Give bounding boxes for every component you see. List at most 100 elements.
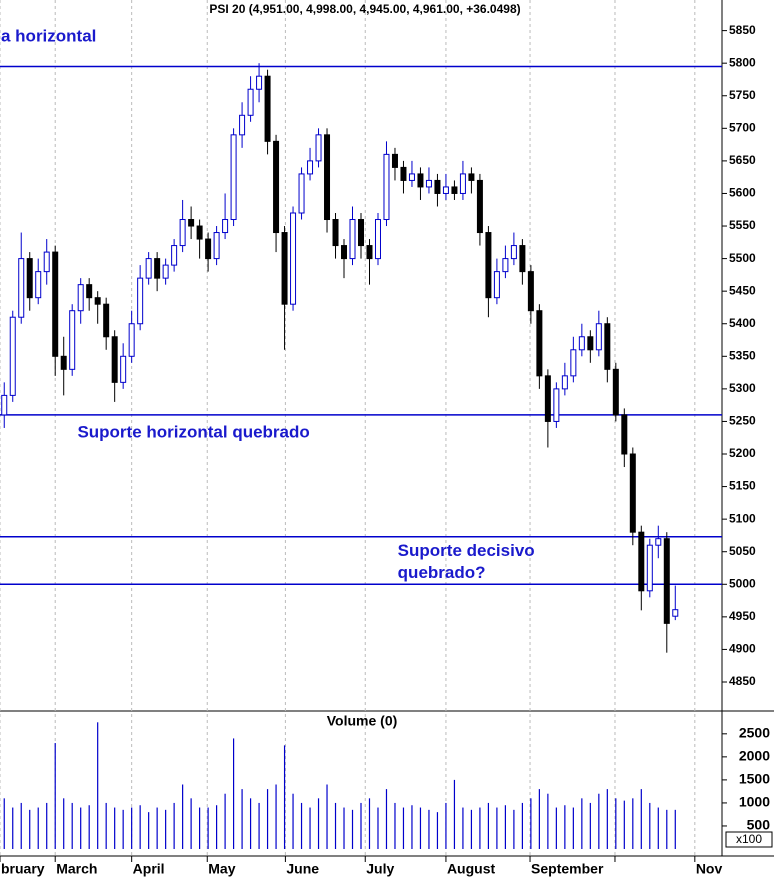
candle-body — [621, 414, 628, 455]
candle-body — [307, 160, 314, 175]
candle-body — [179, 219, 186, 247]
annotation: a horizontal — [1, 27, 96, 46]
candle-body — [298, 173, 305, 214]
candle-body — [77, 284, 84, 312]
volume-tick-label: 2000 — [739, 748, 770, 764]
y-tick-label: 4900 — [729, 642, 756, 656]
candle-body — [468, 173, 475, 181]
candle-body — [213, 232, 220, 260]
y-tick-label: 5800 — [729, 55, 756, 69]
candle-body — [264, 75, 271, 142]
candle-body — [290, 212, 297, 305]
candle-body — [69, 310, 76, 370]
candle-body — [273, 140, 280, 234]
candle-body — [434, 179, 441, 194]
volume-tick-label: 1500 — [739, 771, 770, 787]
y-tick-label: 5500 — [729, 251, 756, 265]
x-tick-label: April — [133, 861, 165, 877]
y-tick-label: 5200 — [729, 446, 756, 460]
candle-body — [332, 219, 339, 247]
y-tick-label: 5750 — [729, 88, 756, 102]
annotation: quebrado? — [398, 563, 486, 582]
candle-body — [26, 258, 33, 299]
y-tick-label: 5400 — [729, 316, 756, 330]
candle-body — [629, 453, 636, 533]
x-tick-label: June — [286, 861, 319, 877]
volume-tick-label: 2500 — [739, 725, 770, 741]
x-tick-label: bruary — [1, 861, 45, 877]
candle-body — [162, 264, 169, 279]
candle-body — [188, 219, 195, 227]
candle-body — [485, 232, 492, 299]
y-tick-label: 5850 — [729, 23, 756, 37]
y-tick-label: 5350 — [729, 348, 756, 362]
candle-body — [281, 232, 288, 305]
candle-body — [137, 277, 144, 325]
y-tick-label: 5000 — [729, 576, 756, 590]
x-tick-label: Nov — [696, 861, 723, 877]
candle-body — [247, 88, 254, 116]
y-tick-label: 5550 — [729, 218, 756, 232]
candle-body — [587, 336, 594, 351]
candle-body — [94, 297, 101, 305]
candle-body — [358, 219, 364, 247]
y-tick-label: 5150 — [729, 479, 756, 493]
candle-body — [120, 355, 127, 383]
candle-body — [18, 258, 25, 318]
unit-box — [725, 831, 773, 848]
y-tick-label: 5100 — [729, 511, 756, 525]
unit-label: x100 — [736, 832, 762, 846]
candle-body — [663, 538, 670, 624]
candle-body — [476, 179, 483, 234]
candle-body — [425, 179, 432, 188]
candle-body — [595, 323, 602, 351]
candle-body — [561, 375, 568, 390]
candle-body — [391, 153, 398, 168]
candle-body — [145, 258, 152, 279]
candle-body — [9, 316, 16, 396]
x-tick-label: March — [56, 861, 97, 877]
candle-body — [374, 219, 381, 260]
y-tick-label: 4950 — [729, 609, 756, 623]
candle-body — [638, 531, 645, 592]
candle-body — [527, 271, 534, 312]
candle-body — [646, 544, 653, 592]
candle-body — [239, 114, 246, 136]
y-tick-label: 5700 — [729, 120, 756, 134]
candle-body — [154, 258, 161, 279]
x-tick-label: September — [531, 861, 604, 877]
y-tick-label: 5450 — [729, 283, 756, 297]
x-tick-label: May — [208, 861, 235, 877]
annotation: Suporte decisivo — [398, 541, 535, 560]
candle-body — [196, 225, 203, 240]
y-tick-label: 5300 — [729, 381, 756, 395]
candle-body — [171, 245, 178, 266]
candle-body — [510, 245, 517, 260]
candle-body — [103, 303, 110, 338]
candle-body — [366, 245, 373, 260]
candle-body — [451, 186, 458, 194]
candle-body — [1, 394, 8, 416]
candle-body — [519, 245, 526, 273]
candle-body — [442, 186, 449, 194]
candle-body — [417, 173, 424, 188]
y-tick-label: 5650 — [729, 153, 756, 167]
candle-body — [672, 609, 679, 617]
candle-body — [35, 271, 42, 299]
candle-body — [553, 388, 560, 422]
candle-body — [604, 323, 611, 370]
candle-body — [86, 284, 93, 299]
candle-body — [612, 368, 619, 416]
candle-body — [315, 134, 322, 162]
candle-body — [341, 245, 348, 260]
candle-body — [536, 310, 543, 377]
candle-body — [128, 323, 135, 357]
candle-body — [60, 355, 67, 370]
candle-body — [256, 75, 263, 90]
volume-tick-label: 500 — [747, 817, 771, 833]
candle-body — [408, 173, 415, 181]
candle-body — [111, 336, 118, 383]
candle-body — [493, 271, 500, 299]
